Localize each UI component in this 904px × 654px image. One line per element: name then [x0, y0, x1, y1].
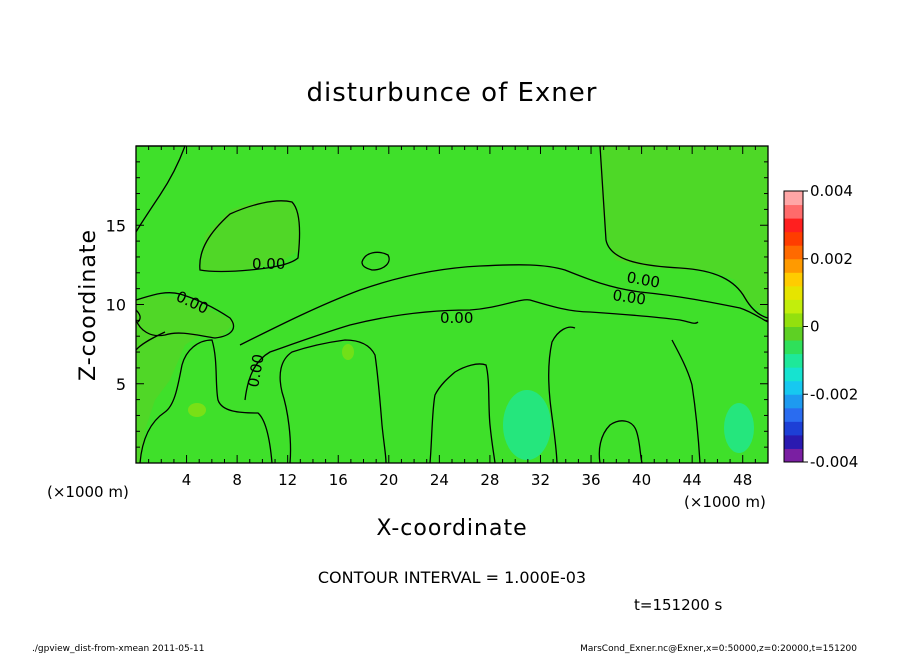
y-tick-label: 10	[106, 296, 126, 315]
time-label: t=151200 s	[634, 596, 722, 614]
colorbar-tick-label: -0.004	[810, 453, 858, 471]
x-tick-label: 4	[182, 471, 192, 489]
contour-label: 0.00	[440, 309, 473, 327]
colorbar-swatch	[784, 285, 803, 300]
contour-line	[671, 339, 701, 464]
y-tick-label: 15	[106, 216, 126, 235]
negative-blob	[503, 390, 551, 460]
x-tick-label: 8	[232, 471, 242, 489]
colorbar-swatch	[784, 245, 803, 260]
colorbar-swatch	[784, 434, 803, 449]
x-tick-label: 32	[531, 471, 550, 489]
colorbar: 0.004 0.002 0 -0.002 -0.004	[783, 182, 858, 471]
contour-line	[139, 339, 273, 464]
contour-label: 0.00	[252, 255, 285, 273]
colorbar-swatch	[784, 326, 803, 341]
colorbar-swatch	[784, 258, 803, 273]
contour-line	[135, 309, 141, 323]
x-unit-label-right: (×1000 m)	[684, 493, 766, 511]
colorbar-swatch	[784, 353, 803, 368]
colorbar-tick-label: 0.002	[810, 250, 853, 268]
x-axis-title: X-coordinate	[376, 516, 527, 541]
plot-area: 0.00 0.00 0.00 0.00 0.00 0.00	[135, 145, 769, 464]
contour-label: 0.00	[625, 268, 661, 292]
contour-label: 0.00	[244, 353, 268, 389]
contour-label: 0.00	[611, 286, 647, 308]
colorbar-swatch	[784, 218, 803, 233]
positive-blob	[342, 344, 354, 360]
colorbar-swatch	[784, 299, 803, 314]
colorbar-swatch	[784, 367, 803, 382]
colorbar-swatch	[784, 204, 803, 219]
contour-label-group: 0.00 0.00 0.00 0.00 0.00 0.00	[173, 255, 661, 389]
contour-line	[598, 420, 643, 464]
x-tick-label: 48	[733, 471, 752, 489]
footer-right: MarsCond_Exner.nc@Exner,x=0:50000,z=0:20…	[580, 644, 857, 654]
colorbar-swatch	[784, 394, 803, 409]
colorbar-swatch	[784, 407, 803, 422]
x-unit-label-left: (×1000 m)	[47, 483, 129, 501]
colorbar-swatch	[784, 272, 803, 287]
x-tick-label: 12	[278, 471, 297, 489]
positive-blob	[188, 403, 206, 417]
colorbar-swatch	[784, 191, 803, 206]
contour-line	[239, 264, 769, 346]
contour-line	[135, 292, 235, 339]
colorbar-swatch	[784, 380, 803, 395]
chart-title: disturbunce of Exner	[307, 78, 598, 108]
positive-region	[136, 295, 235, 463]
positive-region	[600, 146, 768, 315]
colorbar-swatch	[784, 340, 803, 355]
contour-lines	[135, 145, 769, 464]
contour-line	[279, 339, 387, 464]
negative-blob	[724, 403, 754, 453]
footer-left: ./gpview_dist-from-xmean 2011-05-11	[32, 644, 204, 654]
contour-line	[135, 145, 186, 233]
x-tick-label: 28	[480, 471, 499, 489]
y-axis-title: Z-coordinate	[76, 229, 101, 381]
contour-line	[244, 299, 699, 401]
colorbar-swatch	[784, 421, 803, 436]
x-tick-label: 24	[430, 471, 449, 489]
y-tick-label: 5	[116, 375, 126, 394]
colorbar-tick-label: -0.002	[810, 385, 858, 403]
contour-line	[599, 145, 769, 319]
colorbar-swatch	[784, 231, 803, 246]
x-tick-label: 20	[379, 471, 398, 489]
contour-line	[199, 200, 301, 273]
colorbar-swatch	[784, 448, 803, 463]
contour-line	[135, 331, 166, 351]
contour-line	[548, 326, 576, 464]
x-tick-label: 44	[683, 471, 702, 489]
contour-interval-label: CONTOUR INTERVAL = 1.000E-03	[318, 568, 586, 587]
colorbar-tick-label: 0	[810, 318, 820, 336]
x-tick-label: 16	[329, 471, 348, 489]
contour-line	[361, 251, 390, 271]
x-tick-label: 40	[632, 471, 651, 489]
colorbar-swatch	[784, 312, 803, 327]
colorbar-tick-label: 0.004	[810, 182, 853, 200]
x-tick-label: 36	[581, 471, 600, 489]
contour-line	[429, 363, 496, 464]
